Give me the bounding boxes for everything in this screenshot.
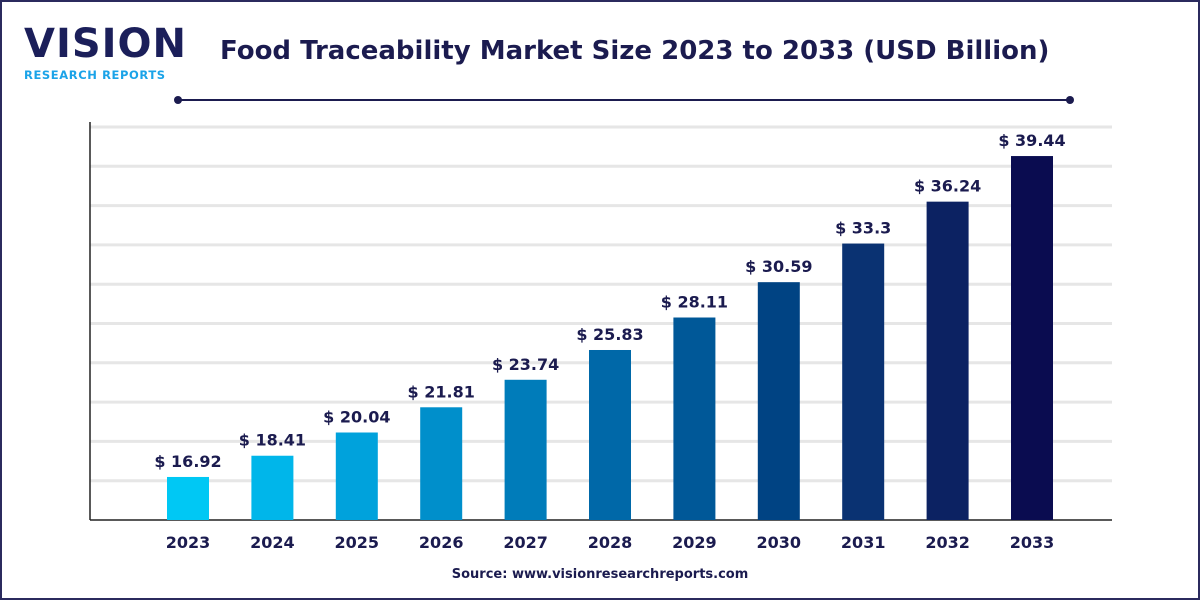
x-tick-label: 2024: [250, 533, 295, 552]
x-tick-label: 2023: [166, 533, 211, 552]
data-label: $ 25.83: [576, 325, 643, 344]
x-tick-label: 2030: [757, 533, 802, 552]
bar-2032: [926, 201, 969, 520]
x-tick-label: 2032: [925, 533, 970, 552]
x-tick-label: 2028: [588, 533, 633, 552]
x-tick-label: 2029: [672, 533, 717, 552]
logo-word: VISION: [24, 21, 188, 67]
data-label: $ 36.24: [914, 177, 981, 196]
data-label: $ 21.81: [408, 382, 475, 401]
logo: VISION RESEARCH REPORTS: [22, 22, 186, 82]
data-label: $ 18.41: [239, 431, 306, 450]
divider-dot-right: [1066, 96, 1074, 104]
divider-dot-left: [174, 96, 182, 104]
data-label: $ 28.11: [661, 293, 728, 312]
source-note: Source: www.visionresearchreports.com: [451, 567, 749, 582]
data-label: $ 33.3: [835, 219, 891, 238]
x-tick-label: 2026: [419, 533, 464, 552]
chart-title: Food Traceability Market Size 2023 to 20…: [220, 36, 1050, 66]
bar-2023: [167, 476, 209, 520]
bar-2026: [420, 407, 463, 520]
data-label: $ 23.74: [492, 355, 559, 374]
bar-2030: [757, 282, 800, 520]
bar-2027: [504, 379, 547, 520]
x-tick-label: 2031: [841, 533, 886, 552]
data-label: $ 39.44: [998, 131, 1065, 150]
x-tick-label: 2033: [1010, 533, 1055, 552]
data-label: $ 20.04: [323, 408, 390, 427]
data-label: $ 16.92: [154, 452, 221, 471]
x-tick-label: 2027: [503, 533, 548, 552]
bar-2029: [673, 317, 716, 520]
bar-2025: [335, 432, 378, 520]
title-divider: [178, 99, 1070, 101]
bar-2031: [842, 243, 885, 521]
logo-subtitle: RESEARCH REPORTS: [24, 68, 166, 82]
data-label: $ 30.59: [745, 257, 812, 276]
bar-2024: [251, 455, 294, 520]
bar-2033: [1011, 156, 1053, 520]
bar-2028: [589, 349, 631, 520]
x-tick-label: 2025: [335, 533, 380, 552]
